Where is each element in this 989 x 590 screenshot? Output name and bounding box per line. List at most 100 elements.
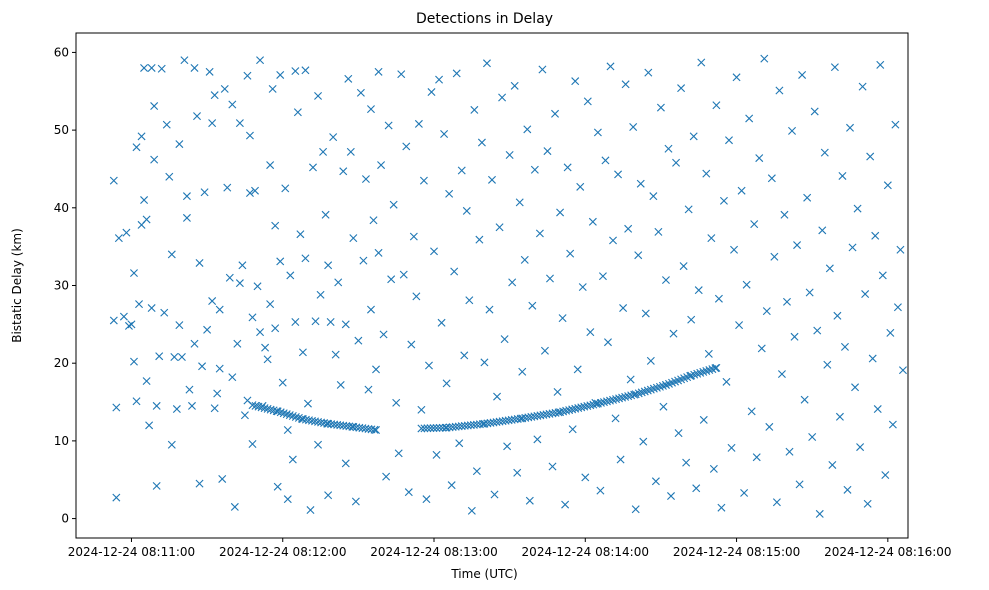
scatter-point <box>326 318 335 327</box>
scatter-point <box>432 450 441 459</box>
scatter-point <box>112 493 121 502</box>
scatter-point <box>581 473 590 482</box>
scatter-point <box>732 73 741 82</box>
scatter-point <box>530 165 539 174</box>
scatter-point <box>659 402 668 411</box>
scatter-point <box>674 429 683 438</box>
scatter-point <box>417 405 426 414</box>
scatter-point <box>397 70 406 79</box>
scatter-point <box>384 121 393 130</box>
scatter-point <box>851 383 860 392</box>
scatter-point <box>374 67 383 76</box>
scatter-point <box>404 488 413 497</box>
scatter-point <box>200 188 209 197</box>
scatter-point <box>490 490 499 499</box>
scatter-point <box>311 317 320 326</box>
scatter-point <box>626 375 635 384</box>
track-point <box>432 423 441 432</box>
scatter-point <box>482 59 491 68</box>
scatter-point <box>830 63 839 72</box>
track-point <box>288 412 297 421</box>
scatter-point <box>467 506 476 515</box>
scatter-point <box>631 505 640 514</box>
scatter-point <box>356 88 365 97</box>
scatter-point <box>140 196 149 205</box>
scatter-point <box>543 147 552 156</box>
scatter-point <box>334 278 343 287</box>
y-tick-label: 50 <box>54 123 69 137</box>
scatter-point <box>697 58 706 67</box>
scatter-point <box>147 63 156 72</box>
scatter-point <box>624 224 633 233</box>
scatter-point <box>316 290 325 299</box>
scatter-point <box>815 509 824 518</box>
scatter-point <box>745 114 754 123</box>
scatter-point <box>374 248 383 257</box>
scatter-point <box>132 143 141 152</box>
scatter-point <box>722 377 731 386</box>
scatter-point <box>132 397 141 406</box>
scatter-point <box>619 304 628 313</box>
track-point <box>580 402 589 411</box>
scatter-point <box>182 192 191 201</box>
scatter-point <box>861 290 870 299</box>
scatter-point <box>714 294 723 303</box>
scatter-point <box>672 158 681 167</box>
track-point <box>705 366 714 375</box>
scatter-point <box>588 217 597 226</box>
track-point <box>699 367 708 376</box>
scatter-point <box>656 103 665 112</box>
track-point <box>291 412 300 421</box>
scatter-point <box>518 367 527 376</box>
scatter-point <box>540 346 549 355</box>
scatter-point <box>263 355 272 364</box>
scatter-point <box>142 377 151 386</box>
scatter-point <box>767 174 776 183</box>
scatter-point <box>583 97 592 106</box>
scatter-point <box>823 360 832 369</box>
track-point <box>618 393 627 402</box>
track-point <box>273 407 282 416</box>
track-point <box>435 423 444 432</box>
scatter-point <box>245 189 254 198</box>
track-point <box>712 363 721 372</box>
y-tick-label: 30 <box>54 279 69 293</box>
scatter-point <box>281 184 290 193</box>
scatter-point <box>596 486 605 495</box>
scatter-point <box>644 68 653 77</box>
scatter-point <box>568 425 577 434</box>
scatter-point <box>563 163 572 172</box>
scatter-point <box>452 69 461 78</box>
scatter-point <box>215 305 224 314</box>
scatter-point <box>258 401 267 410</box>
scatter-point <box>740 488 749 497</box>
scatter-point <box>765 422 774 431</box>
scatter-point <box>243 71 252 80</box>
scatter-point <box>848 243 857 252</box>
scatter-point <box>359 256 368 265</box>
scatter-point <box>772 498 781 507</box>
track-point <box>687 371 696 380</box>
track-point <box>634 389 643 398</box>
scatter-point <box>135 300 144 309</box>
scatter-point <box>235 279 244 288</box>
scatter-point <box>301 66 310 75</box>
scatter-point <box>591 398 600 407</box>
scatter-point <box>175 140 184 149</box>
scatter-point <box>513 468 522 477</box>
scatter-point <box>684 205 693 214</box>
scatter-point <box>500 335 509 344</box>
scatter-point <box>757 344 766 353</box>
scatter-point <box>379 330 388 339</box>
scatter-point <box>450 267 459 276</box>
scatter-point <box>230 502 239 511</box>
scatter-point <box>780 210 789 219</box>
scatter-point <box>770 252 779 261</box>
scatter-point <box>187 401 196 410</box>
scatter-point <box>286 271 295 280</box>
scatter-point <box>190 63 199 72</box>
scatter-point <box>208 297 217 306</box>
scatter-point <box>651 477 660 486</box>
scatter-point <box>858 82 867 91</box>
